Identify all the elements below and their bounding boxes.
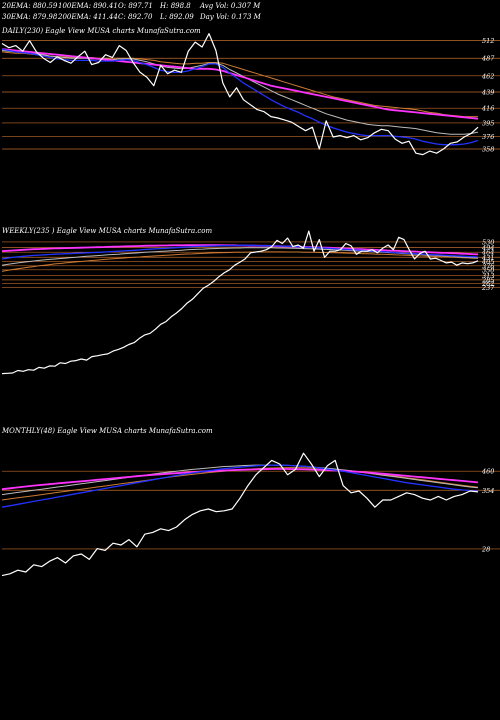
stat-ema20: 20EMA: 880.59 — [2, 2, 58, 10]
y-tick-label: 350 — [482, 266, 494, 274]
panel-monthly: 460 354 28 — [1, 452, 500, 577]
series-ema-blue-monthly — [1, 464, 479, 508]
y-tick-label: 431 — [481, 254, 494, 262]
y-tick-label: 494 — [481, 244, 494, 252]
panel-title-monthly: MONTHLY(48) Eagle View MUSA charts Munaf… — [2, 427, 213, 435]
stat-ema30: 30EMA: 879.98 — [2, 13, 58, 21]
stat-day-vol: Day Vol: 0.173 M — [200, 13, 261, 21]
y-tick-label: 439 — [481, 89, 494, 97]
series-price-daily — [1, 32, 479, 156]
y-tick-label: 376 — [482, 262, 494, 270]
stat-close: C: 892.70 — [118, 13, 153, 21]
panel-title-daily: DAILY(230) Eagle View MUSA charts Munafa… — [2, 27, 201, 35]
y-tick-label: 313 — [482, 272, 494, 280]
series-ema-blue-weekly — [1, 244, 479, 260]
y-tick-label: 28 — [481, 545, 490, 553]
y-tick-label: 462 — [481, 72, 494, 80]
series-ema-brown-weekly — [1, 251, 479, 272]
series-ema-magenta-daily — [1, 48, 479, 120]
y-tick-label: 237 — [481, 284, 495, 292]
y-tick-label: 460 — [481, 468, 494, 476]
series-ema-gray-monthly — [1, 464, 479, 496]
y-tick-label: 358 — [482, 145, 494, 153]
series-price-weekly — [1, 230, 479, 375]
series-ema-magenta-monthly — [1, 468, 479, 491]
series-ema-brown-monthly — [1, 467, 479, 501]
y-tick-label: 262 — [481, 280, 494, 288]
y-tick-label: 530 — [482, 238, 494, 246]
y-tick-label: 512 — [482, 37, 494, 45]
stat-avg-vol: Avg Vol: 0.307 M — [200, 2, 261, 10]
y-tick-label: 405 — [481, 258, 494, 266]
stat-open: O: 897.71 — [118, 2, 153, 10]
series-ema-blue-daily — [1, 48, 479, 146]
stat-high: H: 898.8 — [160, 2, 191, 10]
stat-low: L: 892.09 — [160, 13, 194, 21]
y-tick-label: 487 — [481, 55, 495, 63]
panel-title-weekly: WEEKLY(235 ) Eagle View MUSA charts Muna… — [2, 227, 213, 235]
series-ema-gray-daily — [1, 50, 479, 135]
y-tick-label: 416 — [481, 105, 494, 113]
y-tick-label: 285 — [481, 276, 494, 284]
stat-ema200: 200EMA: 411.44 — [58, 13, 118, 21]
y-tick-label: 354 — [482, 487, 494, 495]
panel-daily: 512 487 462 439 416 395 376 358 — [1, 32, 500, 156]
series-price-monthly — [1, 452, 479, 577]
stat-ema100: 100EMA: 890.41 — [58, 2, 118, 10]
y-tick-label: 395 — [482, 119, 494, 127]
y-tick-label: 464 — [481, 249, 494, 257]
y-tick-label: 376 — [482, 133, 494, 141]
